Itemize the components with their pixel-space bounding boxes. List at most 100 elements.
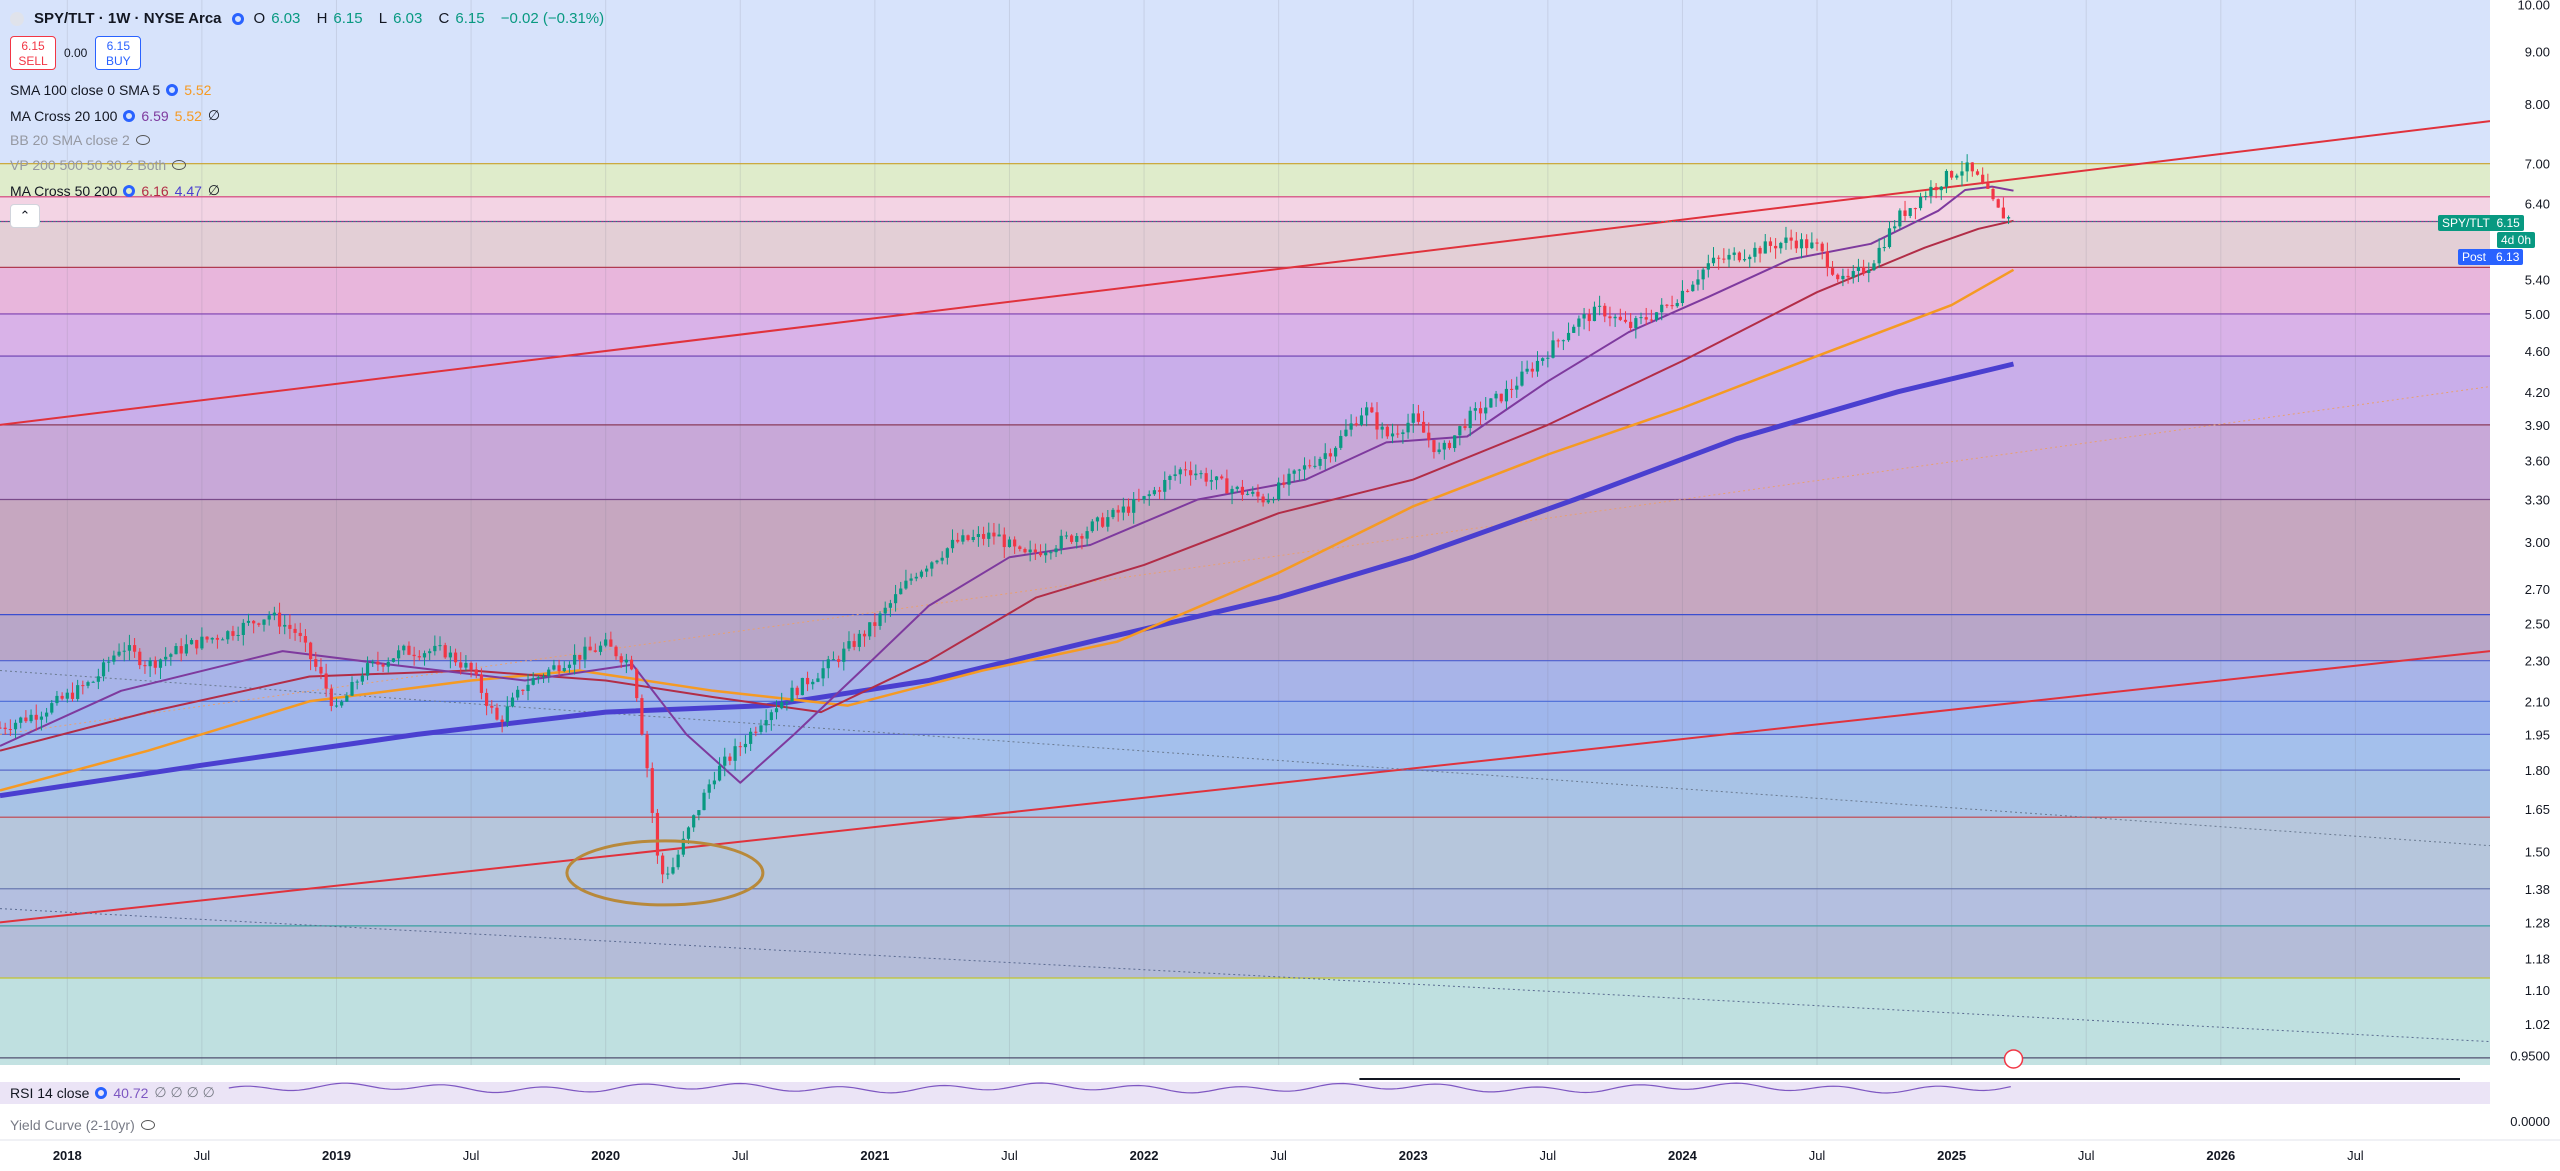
time-tick-label: Jul bbox=[2347, 1148, 2364, 1163]
candle bbox=[1732, 247, 1736, 261]
candle-body bbox=[1670, 305, 1674, 307]
candle bbox=[1882, 237, 1886, 252]
candle-body bbox=[1189, 470, 1193, 476]
candle-body bbox=[847, 641, 851, 649]
indicator-ma-cross-50-200[interactable]: MA Cross 50 200 6.16 4.47 ∅ bbox=[10, 182, 221, 199]
candle-body bbox=[433, 645, 437, 652]
candle-body bbox=[1592, 306, 1597, 322]
candle-body bbox=[826, 659, 830, 669]
candle-body bbox=[1339, 435, 1343, 448]
candle bbox=[1981, 167, 1985, 185]
candle bbox=[1903, 200, 1907, 221]
candle-body bbox=[257, 623, 261, 625]
candle bbox=[34, 704, 38, 731]
candle bbox=[1856, 258, 1861, 283]
symbol-title[interactable]: SPY/TLT · 1W · NYSE Arca bbox=[34, 10, 222, 27]
candle bbox=[919, 569, 924, 579]
sell-button[interactable]: 6.15 SELL bbox=[10, 36, 56, 70]
settings-icon[interactable] bbox=[123, 184, 136, 197]
candle-body bbox=[790, 687, 794, 702]
candle bbox=[1245, 490, 1250, 496]
candle-body bbox=[288, 624, 292, 629]
candle-body bbox=[459, 662, 463, 668]
indicator-bb[interactable]: BB 20 SMA close 2 bbox=[10, 132, 150, 148]
candle-body bbox=[1090, 521, 1094, 532]
buy-button[interactable]: 6.15 BUY bbox=[95, 36, 142, 70]
price-tick-label: 2.50 bbox=[2525, 616, 2550, 631]
candle bbox=[1535, 351, 1540, 377]
candle bbox=[981, 526, 986, 546]
candle-body bbox=[1660, 304, 1664, 313]
settings-icon[interactable] bbox=[123, 109, 136, 122]
candle-body bbox=[402, 645, 406, 651]
candle-body bbox=[86, 682, 90, 686]
candle-body bbox=[1727, 254, 1731, 260]
candle bbox=[334, 698, 339, 708]
candle bbox=[1095, 516, 1100, 531]
candle bbox=[1758, 245, 1762, 263]
candle-body bbox=[862, 633, 867, 637]
candle bbox=[1825, 242, 1829, 277]
candle-body bbox=[883, 607, 887, 614]
candle-body bbox=[262, 619, 266, 625]
price-tick-label: 3.60 bbox=[2525, 454, 2550, 469]
candle bbox=[800, 677, 804, 696]
level-band bbox=[0, 499, 2490, 615]
yield-curve-legend[interactable]: Yield Curve (2-10yr) bbox=[10, 1117, 155, 1133]
candle-body bbox=[1458, 426, 1462, 436]
candle bbox=[1566, 322, 1571, 342]
indicator-ma-cross-20-100[interactable]: MA Cross 20 100 6.59 5.52 ∅ bbox=[10, 107, 221, 124]
indicator-sma[interactable]: SMA 100 close 0 SMA 5 5.52 bbox=[10, 82, 212, 98]
candle bbox=[1396, 425, 1400, 438]
candle-body bbox=[966, 535, 970, 540]
candle bbox=[1665, 303, 1669, 309]
candle-body bbox=[531, 678, 535, 685]
level-band bbox=[0, 770, 2490, 818]
candle-body bbox=[1991, 188, 1995, 200]
candle-body bbox=[971, 536, 975, 540]
rsi-legend[interactable]: RSI 14 close 40.72 ∅ ∅ ∅ ∅ bbox=[10, 1084, 215, 1101]
level-band bbox=[0, 356, 2490, 425]
candle bbox=[759, 719, 763, 735]
candle-body bbox=[1333, 447, 1338, 457]
candle bbox=[604, 632, 608, 648]
hidden-eye-icon[interactable] bbox=[135, 135, 150, 145]
candle-body bbox=[935, 560, 939, 563]
time-tick-label: Jul bbox=[463, 1148, 480, 1163]
candle-body bbox=[2006, 217, 2011, 219]
candle-body bbox=[645, 734, 649, 769]
settings-icon[interactable] bbox=[166, 84, 179, 96]
candle-body bbox=[1095, 517, 1100, 522]
candle bbox=[241, 619, 245, 646]
settings-icon[interactable] bbox=[95, 1086, 108, 1099]
candle-body bbox=[816, 678, 820, 682]
candle-body bbox=[707, 784, 711, 793]
candle-body bbox=[324, 673, 328, 689]
candle bbox=[169, 652, 173, 666]
candle-body bbox=[1566, 332, 1571, 341]
candle bbox=[215, 634, 220, 649]
candle-body bbox=[215, 637, 220, 640]
candle bbox=[1675, 299, 1679, 308]
candle-body bbox=[1841, 275, 1845, 280]
candle-body bbox=[1106, 517, 1110, 527]
time-axis: 2018 Jul 2019 Jul 2020 Jul 2021 Jul 2022 Jul 2023 J… bbox=[0, 1139, 2560, 1171]
candle-body bbox=[1805, 239, 1809, 249]
candle bbox=[593, 643, 597, 653]
candle bbox=[1649, 309, 1653, 323]
hidden-eye-icon[interactable] bbox=[172, 160, 187, 170]
indicator-vp[interactable]: VP 200 500 50 30 2 Both bbox=[10, 157, 187, 173]
candle-body bbox=[60, 695, 64, 699]
candle bbox=[1251, 486, 1255, 497]
candle-body bbox=[635, 669, 639, 699]
hidden-eye-icon[interactable] bbox=[140, 1120, 155, 1130]
candle-body bbox=[1758, 247, 1762, 254]
candle bbox=[1152, 486, 1157, 496]
price-tick-label: 6.40 bbox=[2525, 197, 2550, 212]
candle bbox=[774, 700, 779, 720]
candle bbox=[1147, 490, 1151, 506]
candle bbox=[277, 602, 282, 635]
price-tick-label: 1.02 bbox=[2525, 1017, 2550, 1032]
collapse-legend-button[interactable]: ⌃ bbox=[10, 204, 40, 228]
